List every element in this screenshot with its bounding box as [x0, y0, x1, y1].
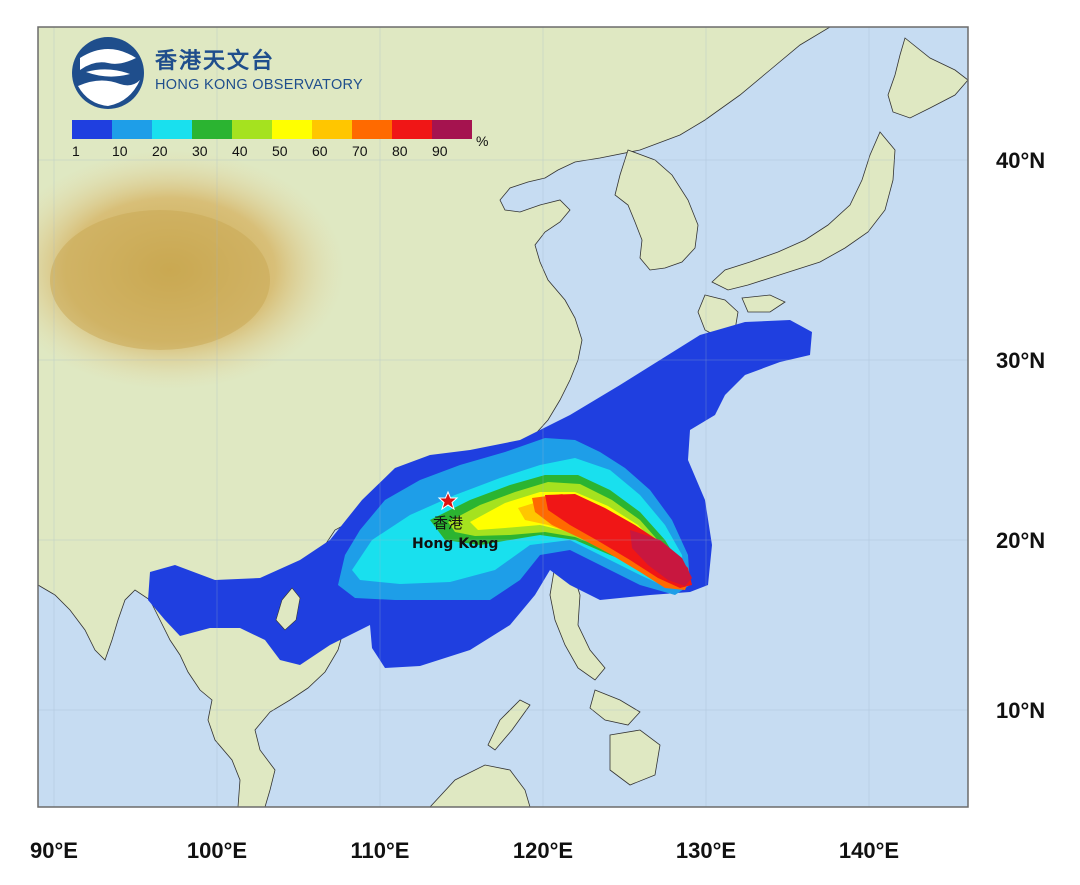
probability-contours [148, 320, 812, 668]
legend-unit: % [476, 133, 488, 149]
lat-label-10n: 10°N [996, 698, 1045, 723]
legend-tick-1: 1 [72, 143, 80, 159]
legend-tick-20: 20 [152, 143, 168, 159]
graticule [38, 27, 968, 807]
korean-peninsula [614, 149, 699, 271]
legend: 1 10 20 30 40 50 60 70 80 90 [72, 120, 472, 159]
japan-shikoku [741, 294, 786, 313]
legend-swatch-60 [312, 120, 352, 139]
visayas [589, 689, 641, 726]
legend-tick-60: 60 [312, 143, 328, 159]
palawan [487, 699, 531, 751]
lat-label-20n: 20°N [996, 528, 1045, 553]
japan-honshu [711, 131, 896, 291]
legend-swatch-30 [192, 120, 232, 139]
legend-swatch-70 [352, 120, 392, 139]
legend-swatch-50 [272, 120, 312, 139]
lon-label-140e: 140°E [839, 838, 899, 863]
plateau-core [50, 210, 270, 350]
hong-kong-marker: 香港 Hong Kong [412, 490, 498, 552]
contour-90 [630, 530, 692, 586]
legend-swatch-40 [232, 120, 272, 139]
mindanao [609, 729, 661, 786]
legend-swatch-20 [152, 120, 192, 139]
legend-tick-90: 90 [432, 143, 448, 159]
legend-swatch-1 [72, 120, 112, 139]
hko-logo-icon [72, 37, 144, 109]
latitude-labels: 40°N 30°N 20°N 10°N [996, 148, 1045, 723]
longitude-labels: 90°E 100°E 110°E 120°E 130°E 140°E [30, 838, 899, 863]
legend-swatch-80 [392, 120, 432, 139]
luzon [549, 564, 606, 681]
legend-swatch-90 [432, 120, 472, 139]
lat-label-30n: 30°N [996, 348, 1045, 373]
star-marker-icon [437, 490, 459, 511]
legend-swatch-10 [112, 120, 152, 139]
lon-label-100e: 100°E [187, 838, 247, 863]
lat-label-40n: 40°N [996, 148, 1045, 173]
lon-label-130e: 130°E [676, 838, 736, 863]
legend-tick-30: 30 [192, 143, 208, 159]
legend-tick-10: 10 [112, 143, 128, 159]
brand-name-zh: 香港天文台 [155, 48, 275, 74]
legend-tick-80: 80 [392, 143, 408, 159]
legend-tick-50: 50 [272, 143, 288, 159]
legend-tick-70: 70 [352, 143, 368, 159]
marker-label-en: Hong Kong [412, 536, 498, 552]
brand-name-en: HONG KONG OBSERVATORY [155, 77, 363, 93]
borneo [429, 764, 531, 807]
map-frame [37, 26, 969, 808]
contour-gap [275, 587, 301, 631]
lon-label-120e: 120°E [513, 838, 573, 863]
lon-label-110e: 110°E [351, 838, 410, 863]
marker-label-zh: 香港 [433, 514, 463, 532]
lon-label-90e: 90°E [30, 838, 78, 863]
legend-tick-40: 40 [232, 143, 248, 159]
japan-hokkaido [887, 37, 968, 119]
